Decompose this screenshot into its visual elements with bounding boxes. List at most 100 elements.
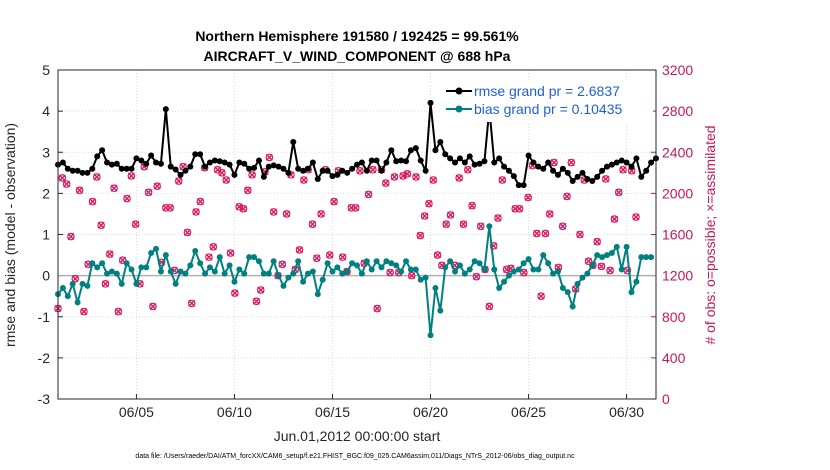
obs-possible-marker xyxy=(330,197,338,206)
y-tick-label: 1 xyxy=(42,227,50,243)
obs-assimilated-marker xyxy=(477,222,485,230)
rmse-data-point xyxy=(74,167,81,174)
bias-data-point xyxy=(226,262,233,269)
obs-assimilated-marker xyxy=(326,251,334,259)
rmse-data-point xyxy=(314,175,321,182)
obs-possible-marker xyxy=(425,199,433,208)
obs-assimilated-marker xyxy=(300,176,308,184)
obs-assimilated-marker xyxy=(145,188,153,196)
rmse-data-point xyxy=(177,171,184,178)
legend-bias-marker xyxy=(455,105,463,113)
bias-data-point xyxy=(167,268,174,275)
obs-possible-marker xyxy=(576,230,584,239)
rmse-data-point xyxy=(309,159,316,166)
y-tick-label: 3 xyxy=(42,144,50,160)
rmse-data-point xyxy=(104,159,111,166)
legend: rmse grand pr = 2.6837 bias grand pr = 0… xyxy=(440,80,653,122)
obs-assimilated-marker xyxy=(222,176,230,184)
bias-data-point xyxy=(393,262,400,269)
bias-data-point xyxy=(447,258,454,265)
rmse-data-point xyxy=(236,159,243,166)
series-layer xyxy=(55,99,659,339)
bias-data-point xyxy=(476,260,483,267)
rmse-data-point xyxy=(133,155,140,162)
y-right-tick-label: 1200 xyxy=(662,268,693,284)
obs-possible-marker xyxy=(80,307,88,316)
obs-assimilated-marker xyxy=(76,186,84,194)
rmse-data-point xyxy=(452,159,459,166)
bias-data-point xyxy=(197,260,204,267)
bias-data-point xyxy=(540,252,547,259)
obs-possible-marker xyxy=(584,257,593,266)
rmse-data-point xyxy=(510,173,517,180)
obs-assimilated-marker xyxy=(386,269,394,277)
bias-data-point xyxy=(599,254,606,261)
bias-data-point xyxy=(481,266,488,273)
obs-assimilated-marker xyxy=(244,186,252,194)
bias-data-point xyxy=(99,260,106,267)
obs-assimilated-marker xyxy=(296,246,304,254)
obs-possible-marker xyxy=(369,165,377,174)
rmse-data-point xyxy=(216,158,223,165)
obs-possible-marker xyxy=(300,176,308,184)
rmse-data-point xyxy=(339,167,346,174)
bias-data-point xyxy=(398,268,405,275)
bias-data-point xyxy=(354,262,360,269)
rmse-data-point xyxy=(300,167,307,174)
bias-data-point xyxy=(412,266,419,273)
obs-possible-marker xyxy=(567,158,576,167)
obs-possible-marker xyxy=(144,188,153,197)
obs-possible-marker xyxy=(386,268,394,277)
obs-assimilated-marker xyxy=(485,302,493,310)
obs-assimilated-marker xyxy=(632,213,640,221)
obs-assimilated-marker xyxy=(459,220,467,228)
bias-data-point xyxy=(579,274,586,281)
rmse-data-point xyxy=(113,160,120,167)
obs-possible-marker xyxy=(433,251,442,259)
rmse-data-point xyxy=(334,171,341,178)
bias-data-point xyxy=(589,262,596,269)
bias-data-point xyxy=(211,268,218,275)
bias-data-point xyxy=(138,264,145,271)
obs-assimilated-marker xyxy=(541,229,549,237)
obs-possible-marker xyxy=(118,256,127,265)
obs-possible-marker xyxy=(205,253,213,261)
bias-data-point xyxy=(319,276,326,283)
bias-data-point xyxy=(388,260,395,267)
bias-data-point xyxy=(236,266,243,273)
rmse-data-point xyxy=(613,159,620,166)
rmse-data-point xyxy=(417,157,424,164)
bias-data-point xyxy=(314,291,321,298)
obs-assimilated-marker xyxy=(369,166,377,174)
plot-frame xyxy=(57,69,657,400)
bias-data-point xyxy=(260,270,267,277)
y-right-tick-label: 1600 xyxy=(662,227,693,243)
obs-possible-marker xyxy=(390,173,399,181)
rmse-data-point xyxy=(84,169,91,176)
bias-data-point xyxy=(486,223,493,230)
rmse-data-point xyxy=(476,160,483,167)
obs-possible-marker xyxy=(382,179,390,187)
rmse-data-point xyxy=(363,167,370,174)
bias-data-point xyxy=(530,266,537,273)
y-tick-label: 2 xyxy=(42,185,50,201)
rmse-data-point xyxy=(246,165,253,172)
bias-data-point xyxy=(108,268,115,275)
rmse-data-point xyxy=(456,155,463,162)
obs-assimilated-marker xyxy=(365,190,373,198)
x-tick-label: 06/20 xyxy=(413,404,448,420)
obs-possible-marker xyxy=(597,262,606,271)
obs-possible-marker xyxy=(494,214,502,222)
bias-data-point xyxy=(133,280,140,287)
rmse-data-point xyxy=(525,152,532,159)
obs-assimilated-marker xyxy=(67,233,75,241)
y-right-tick-label: 3200 xyxy=(662,62,693,78)
rmse-data-point xyxy=(437,138,444,145)
bias-data-point xyxy=(300,278,307,285)
bias-data-point xyxy=(231,278,238,285)
obs-possible-marker xyxy=(619,165,627,174)
rmse-data-point xyxy=(403,158,410,165)
rmse-data-point xyxy=(545,159,552,166)
rmse-data-point xyxy=(442,151,449,158)
rmse-data-point xyxy=(99,147,106,154)
